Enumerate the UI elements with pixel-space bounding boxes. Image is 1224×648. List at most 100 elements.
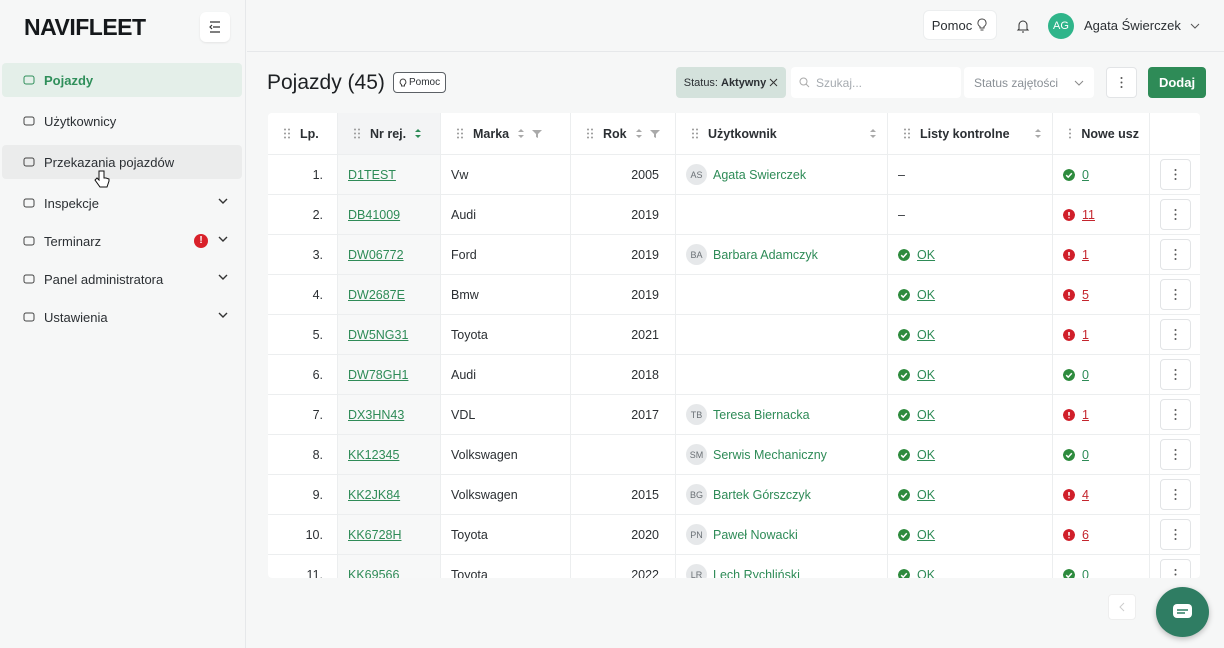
- row-actions-button[interactable]: [1160, 399, 1191, 430]
- notifications-icon[interactable]: [1016, 18, 1030, 34]
- registration-link[interactable]: DW5NG31: [348, 327, 409, 342]
- column-header[interactable]: Użytkownik: [676, 113, 888, 154]
- sidebar: NAVIFLEET Pojazdy Użytkownicy Przekazania …: [0, 0, 246, 648]
- registration-link[interactable]: DW06772: [348, 247, 404, 262]
- drag-handle[interactable]: [284, 128, 290, 139]
- registration-link[interactable]: DB41009: [348, 207, 401, 222]
- sort-icon[interactable]: [517, 128, 525, 139]
- registration-link[interactable]: KK12345: [348, 447, 400, 462]
- column-header[interactable]: Nr rej.: [338, 113, 441, 154]
- submenu-chevron[interactable]: [218, 197, 228, 205]
- filter-icon[interactable]: [649, 129, 660, 139]
- menu-item[interactable]: Pojazdy: [2, 63, 242, 97]
- row-actions-button[interactable]: [1160, 359, 1191, 390]
- drag-handle[interactable]: [1069, 128, 1071, 139]
- menu-item[interactable]: Terminarz!: [2, 224, 242, 258]
- checklist-link[interactable]: OK: [917, 527, 936, 542]
- row-actions-button[interactable]: [1160, 159, 1191, 190]
- drag-handle[interactable]: [692, 128, 698, 139]
- registration-link[interactable]: DW2687E: [348, 287, 405, 302]
- menu-item[interactable]: Panel administratora: [2, 262, 242, 296]
- drag-handle[interactable]: [587, 128, 593, 139]
- damage-link[interactable]: 11: [1082, 207, 1095, 222]
- checklist-link[interactable]: OK: [917, 407, 936, 422]
- search-input[interactable]: Szukaj...: [791, 67, 961, 98]
- kebab-icon: [1174, 289, 1177, 300]
- add-button[interactable]: Dodaj: [1148, 67, 1206, 98]
- drag-handle[interactable]: [904, 128, 910, 139]
- status-filter-chip[interactable]: Status: Aktywny: [676, 67, 786, 98]
- user-name[interactable]: Agata Świerczek: [1084, 18, 1181, 33]
- page-help-button[interactable]: Pomoc: [393, 72, 447, 93]
- checklist-link[interactable]: OK: [917, 247, 936, 262]
- user-name[interactable]: Lech Rychliński: [713, 567, 800, 579]
- user-chevron[interactable]: [1190, 22, 1200, 30]
- logo[interactable]: NAVIFLEET: [24, 14, 146, 40]
- sort-icon[interactable]: [869, 128, 877, 139]
- registration-link[interactable]: DW78GH1: [348, 367, 409, 382]
- user-name[interactable]: Bartek Górszczyk: [713, 487, 811, 502]
- column-header[interactable]: Rok: [571, 113, 676, 154]
- user-name[interactable]: Serwis Mechaniczny: [713, 447, 827, 462]
- sort-icon[interactable]: [414, 128, 422, 139]
- row-actions-button[interactable]: [1160, 479, 1191, 510]
- checklist-link[interactable]: OK: [917, 567, 936, 579]
- submenu-chevron[interactable]: [218, 235, 228, 243]
- drag-handle[interactable]: [457, 128, 463, 139]
- prev-page-button[interactable]: [1108, 594, 1136, 620]
- damage-link[interactable]: 5: [1082, 287, 1089, 302]
- help-button[interactable]: Pomoc: [923, 10, 997, 40]
- submenu-chevron[interactable]: [218, 311, 228, 319]
- collapse-button[interactable]: [200, 12, 230, 42]
- submenu-chevron[interactable]: [218, 273, 228, 281]
- damage-link[interactable]: 1: [1082, 247, 1089, 262]
- user-name[interactable]: Paweł Nowacki: [713, 527, 798, 542]
- checklist-link[interactable]: OK: [917, 487, 936, 502]
- column-header[interactable]: Listy kontrolne: [888, 113, 1053, 154]
- occupancy-status-select[interactable]: Status zajętości: [964, 67, 1094, 98]
- column-header[interactable]: Nowe usz: [1053, 113, 1150, 154]
- checklist-link[interactable]: OK: [917, 447, 936, 462]
- remove-filter-icon[interactable]: [769, 78, 778, 87]
- row-actions-button[interactable]: [1160, 319, 1191, 350]
- row-actions-button[interactable]: [1160, 239, 1191, 270]
- menu-item[interactable]: Inspekcje: [2, 186, 242, 220]
- damage-link[interactable]: 0: [1082, 167, 1089, 182]
- damage-link[interactable]: 0: [1082, 447, 1089, 462]
- row-actions-button[interactable]: [1160, 199, 1191, 230]
- registration-link[interactable]: KK6728H: [348, 527, 402, 542]
- user-name[interactable]: Barbara Adamczyk: [713, 247, 818, 262]
- damage-link[interactable]: 1: [1082, 407, 1089, 422]
- checklist-link[interactable]: OK: [917, 367, 936, 382]
- damage-link[interactable]: 0: [1082, 567, 1089, 579]
- sort-icon[interactable]: [635, 128, 643, 139]
- registration-link[interactable]: KK69566: [348, 567, 400, 579]
- registration-link[interactable]: KK2JK84: [348, 487, 401, 502]
- user-name[interactable]: Agata Swierczek: [713, 167, 807, 182]
- user-name[interactable]: Teresa Biernacka: [713, 407, 810, 422]
- user-avatar[interactable]: AG: [1048, 13, 1074, 39]
- sort-icon[interactable]: [1034, 128, 1042, 139]
- damage-link[interactable]: 4: [1082, 487, 1089, 502]
- filter-icon[interactable]: [532, 129, 543, 139]
- row-actions-button[interactable]: [1160, 559, 1191, 578]
- damage-link[interactable]: 0: [1082, 367, 1089, 382]
- row-actions-button[interactable]: [1160, 439, 1191, 470]
- drag-handle[interactable]: [354, 128, 360, 139]
- menu-item[interactable]: Przekazania pojazdów: [2, 145, 242, 179]
- damage-link[interactable]: 1: [1082, 327, 1089, 342]
- chat-button[interactable]: [1156, 587, 1209, 637]
- menu-item[interactable]: Użytkownicy: [2, 104, 242, 138]
- row-actions-button[interactable]: [1160, 519, 1191, 550]
- registration-link[interactable]: DX3HN43: [348, 407, 405, 422]
- more-button[interactable]: [1106, 67, 1137, 98]
- checklist-link[interactable]: OK: [917, 287, 936, 302]
- registration-link[interactable]: D1TEST: [348, 167, 396, 182]
- column-header[interactable]: Marka: [441, 113, 571, 154]
- damage-link[interactable]: 6: [1082, 527, 1089, 542]
- table-row: 7. DX3HN43 VDL 2017 TB Teresa Biernacka OK 1: [268, 395, 1200, 435]
- column-header[interactable]: Lp.: [268, 113, 338, 154]
- checklist-link[interactable]: OK: [917, 327, 936, 342]
- menu-item[interactable]: Ustawienia: [2, 300, 242, 334]
- row-actions-button[interactable]: [1160, 279, 1191, 310]
